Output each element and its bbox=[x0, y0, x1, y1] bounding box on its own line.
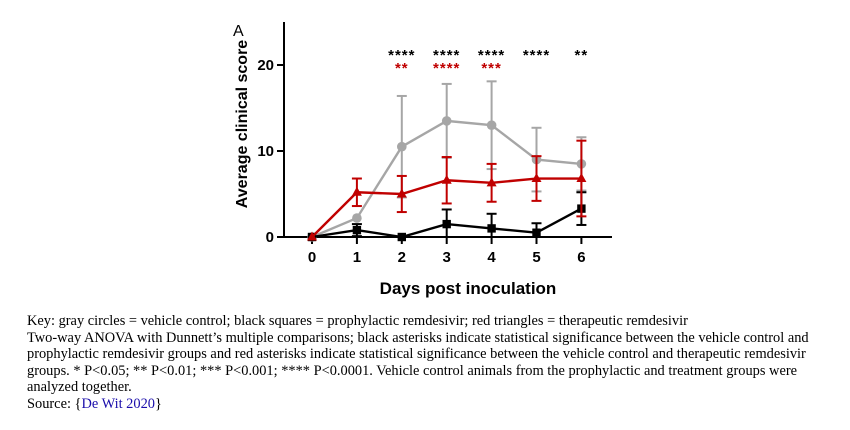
figure-caption: Key: gray circles = vehicle control; bla… bbox=[27, 313, 837, 413]
data-point-triangle bbox=[351, 186, 362, 196]
caption-stats: Two-way ANOVA with Dunnett’s multiple co… bbox=[27, 329, 809, 396]
x-tick-label: 6 bbox=[577, 249, 585, 266]
data-point-square bbox=[352, 225, 362, 235]
x-tick-label: 2 bbox=[398, 249, 406, 266]
y-tick-label: 0 bbox=[266, 229, 274, 246]
x-axis-label: Days post inoculation bbox=[380, 279, 557, 298]
data-point-square bbox=[442, 219, 451, 229]
data-point-circle bbox=[441, 116, 452, 126]
data-point-circle bbox=[397, 141, 407, 152]
data-point-triangle bbox=[576, 173, 587, 183]
data-point-square bbox=[397, 232, 406, 242]
x-tick-label: 0 bbox=[308, 249, 316, 266]
significance-red: ** bbox=[395, 60, 409, 77]
significance-black: **** bbox=[478, 47, 505, 64]
data-point-triangle bbox=[307, 231, 317, 241]
x-tick-label: 3 bbox=[443, 249, 451, 266]
data-point-triangle bbox=[396, 188, 407, 198]
significance-black: **** bbox=[523, 47, 550, 64]
clinical-score-chart: 0 10 20 0 1 2 3 4 5 6 Days post inoculation Average… bbox=[233, 22, 612, 298]
caption-source: Source: {De Wit 2020} bbox=[27, 396, 837, 413]
source-label: Source: { bbox=[27, 395, 82, 412]
x-tick-label: 4 bbox=[487, 249, 496, 266]
data-point-circle bbox=[486, 120, 497, 130]
significance-black: ** bbox=[575, 47, 589, 64]
y-tick-label: 20 bbox=[257, 57, 274, 74]
y-axis-label: Average clinical score bbox=[234, 40, 251, 208]
data-point-square bbox=[532, 228, 541, 237]
data-point-triangle bbox=[486, 177, 497, 187]
significance-black: **** bbox=[388, 47, 415, 64]
data-point-circle bbox=[352, 213, 362, 223]
caption-key: Key: gray circles = vehicle control; bla… bbox=[27, 313, 688, 329]
citation-link[interactable]: De Wit 2020 bbox=[81, 395, 155, 412]
significance-red: **** bbox=[433, 60, 460, 77]
data-point-triangle bbox=[441, 174, 452, 184]
data-point-triangle bbox=[531, 173, 542, 183]
y-tick-label: 10 bbox=[257, 143, 274, 160]
significance-black: **** bbox=[433, 47, 460, 64]
significance-red: *** bbox=[481, 60, 502, 77]
source-end: } bbox=[154, 395, 162, 412]
chart-area: 0 10 20 0 1 2 3 4 5 6 Days post inoculation Average… bbox=[233, 22, 612, 298]
x-tick-label: 5 bbox=[532, 249, 540, 266]
x-tick-label: 1 bbox=[353, 249, 361, 266]
panel-label: A bbox=[233, 23, 244, 40]
data-point-square bbox=[487, 224, 496, 233]
